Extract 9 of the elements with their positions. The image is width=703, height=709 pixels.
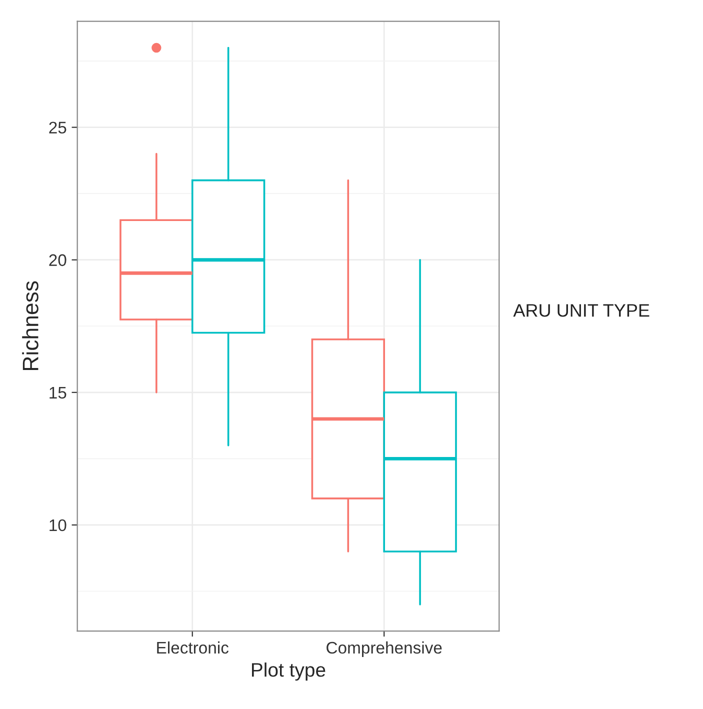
y-axis-title: Richness — [22, 281, 38, 370]
y-tick-label: 20 — [49, 254, 66, 266]
y-tick-label: 25 — [49, 122, 66, 134]
y-tick-label: 10 — [50, 519, 66, 532]
x-axis-title: Plot type — [252, 662, 326, 681]
x-tick-label: Electronic — [157, 641, 229, 654]
y-tick-label: 15 — [50, 386, 66, 399]
x-tick-label: Comprehensive — [326, 641, 442, 657]
text: ARU UNIT TYPE — [513, 304, 650, 317]
